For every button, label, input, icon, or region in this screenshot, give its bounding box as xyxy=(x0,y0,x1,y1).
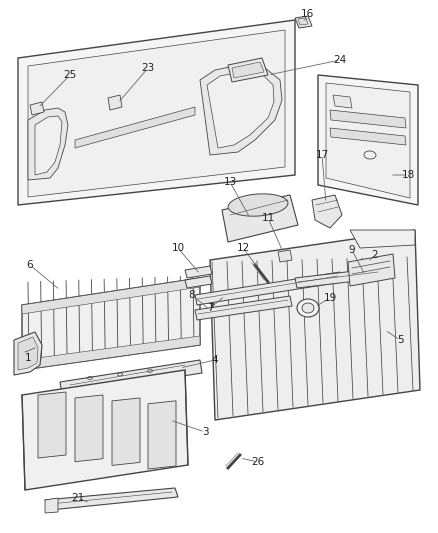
Text: 5: 5 xyxy=(397,335,403,345)
Polygon shape xyxy=(333,95,352,108)
Polygon shape xyxy=(75,107,195,148)
Polygon shape xyxy=(45,498,58,513)
Text: 17: 17 xyxy=(315,150,328,160)
Text: 7: 7 xyxy=(207,303,213,313)
Polygon shape xyxy=(28,108,68,180)
Polygon shape xyxy=(228,58,268,82)
Text: 6: 6 xyxy=(27,260,33,270)
Polygon shape xyxy=(35,116,62,175)
Text: 19: 19 xyxy=(323,293,337,303)
Text: 11: 11 xyxy=(261,213,275,223)
Polygon shape xyxy=(112,398,140,465)
Text: 25: 25 xyxy=(64,70,77,80)
Polygon shape xyxy=(14,332,42,375)
Polygon shape xyxy=(108,95,122,110)
Polygon shape xyxy=(348,254,395,286)
Polygon shape xyxy=(312,195,342,228)
Polygon shape xyxy=(295,16,312,28)
Text: 18: 18 xyxy=(401,170,415,180)
Text: 13: 13 xyxy=(223,177,237,187)
Polygon shape xyxy=(185,276,212,288)
Polygon shape xyxy=(148,401,176,469)
Text: 9: 9 xyxy=(349,245,355,255)
Polygon shape xyxy=(207,72,274,148)
Polygon shape xyxy=(22,370,188,490)
Text: 10: 10 xyxy=(171,243,184,253)
Text: 2: 2 xyxy=(372,250,378,260)
Polygon shape xyxy=(22,278,200,314)
Ellipse shape xyxy=(302,303,314,313)
Polygon shape xyxy=(38,392,66,458)
Polygon shape xyxy=(28,30,285,197)
Polygon shape xyxy=(210,230,420,420)
Polygon shape xyxy=(18,20,295,205)
Polygon shape xyxy=(295,268,382,288)
Ellipse shape xyxy=(228,194,288,216)
Polygon shape xyxy=(200,65,282,155)
Text: 12: 12 xyxy=(237,243,250,253)
Polygon shape xyxy=(30,102,44,115)
Text: 3: 3 xyxy=(201,427,208,437)
Text: 4: 4 xyxy=(212,355,218,365)
Polygon shape xyxy=(185,266,212,278)
Polygon shape xyxy=(75,395,103,462)
Text: 24: 24 xyxy=(333,55,346,65)
Text: 26: 26 xyxy=(251,457,265,467)
Polygon shape xyxy=(330,128,406,145)
Polygon shape xyxy=(350,230,415,248)
Polygon shape xyxy=(232,62,264,78)
Text: 1: 1 xyxy=(25,353,31,363)
Polygon shape xyxy=(330,110,406,128)
Text: 21: 21 xyxy=(71,493,85,503)
Ellipse shape xyxy=(297,299,319,317)
Polygon shape xyxy=(222,195,298,242)
Polygon shape xyxy=(22,278,200,370)
Polygon shape xyxy=(18,337,38,370)
Text: 8: 8 xyxy=(189,290,195,300)
Polygon shape xyxy=(318,75,418,205)
Polygon shape xyxy=(298,18,308,25)
Polygon shape xyxy=(22,336,200,370)
Polygon shape xyxy=(60,360,202,395)
Polygon shape xyxy=(195,272,342,305)
Polygon shape xyxy=(326,83,410,198)
Text: 23: 23 xyxy=(141,63,155,73)
Polygon shape xyxy=(45,488,178,510)
Polygon shape xyxy=(278,250,292,262)
Text: 16: 16 xyxy=(300,9,314,19)
Polygon shape xyxy=(195,296,292,320)
